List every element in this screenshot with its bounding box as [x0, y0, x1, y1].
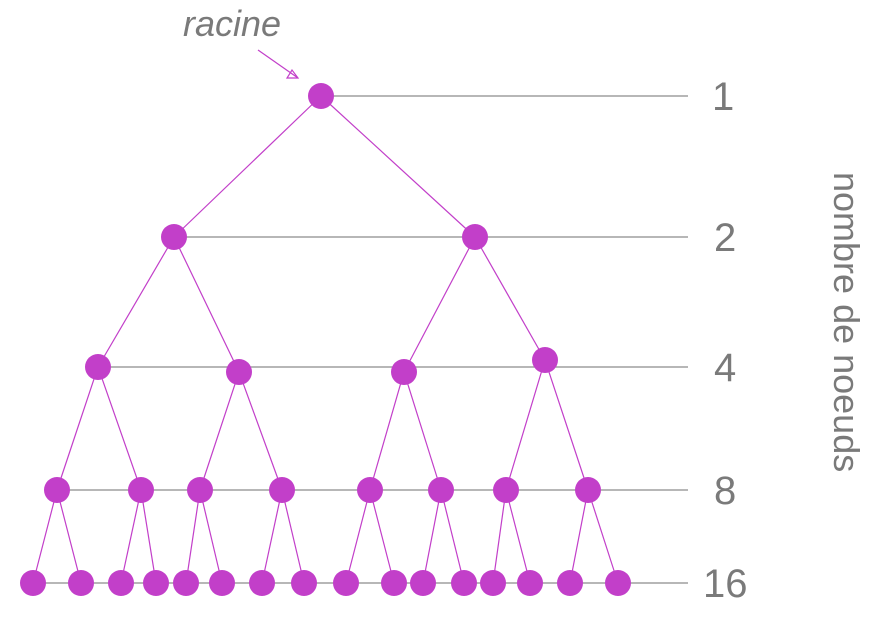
leaf-node — [249, 570, 275, 596]
tree-edge — [320, 95, 476, 238]
leaf-node — [209, 570, 235, 596]
tree-edge — [587, 489, 619, 584]
leaf-node — [381, 570, 407, 596]
tree-nodes — [20, 83, 631, 596]
root-node — [308, 83, 334, 109]
tree-edge — [238, 371, 283, 491]
axis-title: nombre de noeuds — [826, 172, 867, 472]
tree-node — [462, 224, 488, 250]
tree-edge — [56, 489, 82, 584]
tree-edges — [32, 95, 619, 584]
level-count-1: 1 — [712, 75, 734, 119]
tree-edge — [281, 489, 305, 584]
leaf-node — [605, 570, 631, 596]
tree-node — [187, 477, 213, 503]
tree-edge — [56, 366, 99, 491]
level-count-16: 16 — [703, 562, 748, 606]
tree-edge — [369, 371, 405, 491]
tree-node — [575, 477, 601, 503]
leaf-node — [20, 570, 46, 596]
tree-edge — [440, 489, 465, 584]
tree-edge — [544, 359, 589, 491]
tree-edge — [97, 236, 175, 368]
tree-edge — [199, 371, 240, 491]
tree-node — [391, 359, 417, 385]
tree-node — [226, 359, 252, 385]
leaf-node — [291, 570, 317, 596]
root-pointer-arrow — [257, 49, 300, 79]
leaf-node — [333, 570, 359, 596]
leaf-node — [143, 570, 169, 596]
tree-node — [428, 477, 454, 503]
leaf-node — [410, 570, 436, 596]
tree-edge — [403, 371, 442, 491]
level-lines — [33, 95, 688, 584]
level-counts: 1 2 4 8 16 — [703, 75, 748, 606]
tree-node — [85, 354, 111, 380]
tree-edge — [474, 236, 546, 361]
tree-edge — [173, 95, 322, 238]
level-count-2: 2 — [714, 216, 736, 260]
tree-edge — [261, 489, 283, 584]
tree-node — [128, 477, 154, 503]
tree-edge — [120, 489, 142, 584]
tree-node — [161, 224, 187, 250]
tree-node — [357, 477, 383, 503]
leaf-node — [68, 570, 94, 596]
tree-edge — [173, 236, 240, 373]
tree-edge — [345, 489, 371, 584]
leaf-node — [557, 570, 583, 596]
leaf-node — [173, 570, 199, 596]
tree-edge — [422, 489, 442, 584]
tree-edge — [140, 489, 157, 584]
tree-edge — [97, 366, 142, 491]
tree-node — [532, 347, 558, 373]
tree-edge — [369, 489, 395, 584]
tree-edge — [32, 489, 58, 584]
tree-edge — [505, 489, 531, 584]
level-count-8: 8 — [714, 469, 736, 513]
tree-node — [44, 477, 70, 503]
tree-edge — [505, 359, 546, 491]
leaf-node — [451, 570, 477, 596]
tree-edge — [569, 489, 589, 584]
level-count-4: 4 — [714, 346, 736, 390]
leaf-node — [480, 570, 506, 596]
tree-node — [269, 477, 295, 503]
tree-edge — [185, 489, 201, 584]
tree-edge — [199, 489, 223, 584]
tree-node — [493, 477, 519, 503]
tree-edge — [403, 236, 476, 373]
tree-edge — [492, 489, 507, 584]
leaf-node — [517, 570, 543, 596]
root-label: racine — [183, 3, 281, 44]
leaf-node — [108, 570, 134, 596]
